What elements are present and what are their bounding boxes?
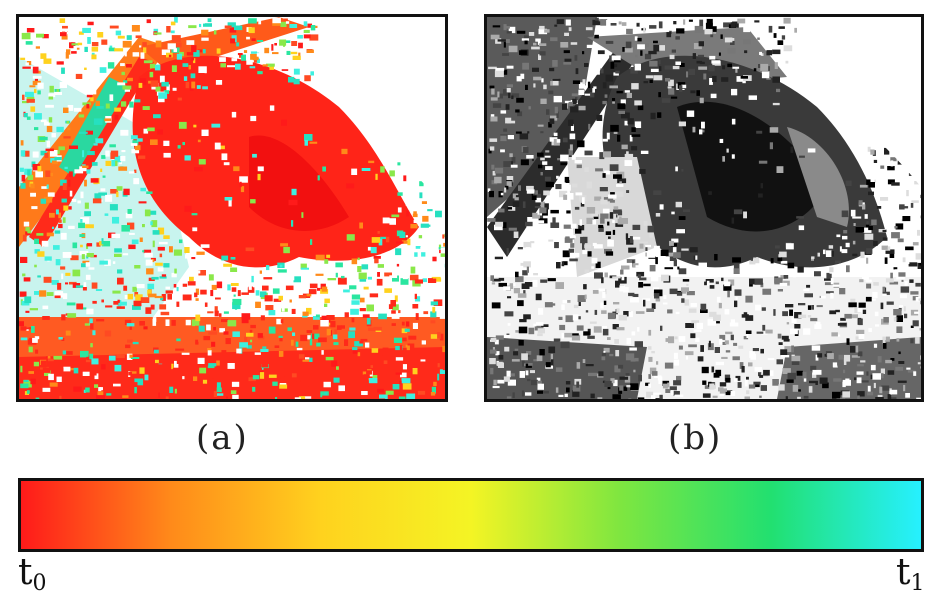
panel-b-image	[487, 17, 921, 399]
panel-b-grayscale-map	[484, 14, 924, 402]
colorbar-gradient	[18, 478, 924, 552]
caption-a: (a)	[196, 418, 249, 458]
colorbar-end-label: t1	[896, 552, 925, 596]
panel-a-image	[19, 17, 445, 399]
colorbar-start-label: t0	[18, 552, 47, 596]
panel-a-color-map	[16, 14, 448, 402]
caption-b: (b)	[668, 418, 723, 458]
